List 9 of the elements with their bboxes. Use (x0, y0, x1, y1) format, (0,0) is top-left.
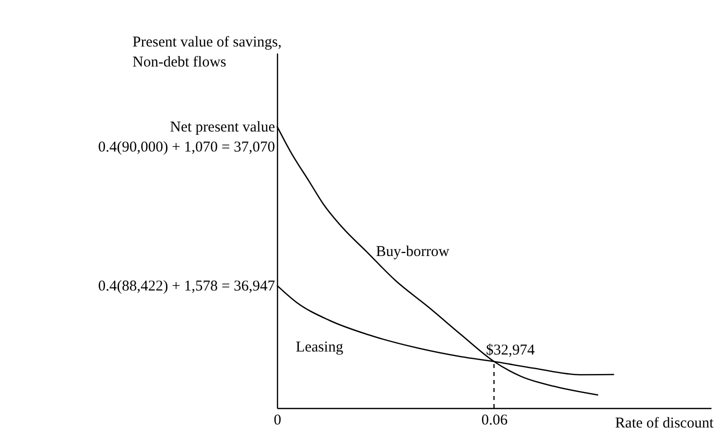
series-label: Buy-borrow (376, 244, 450, 260)
annotation: $32,974 (486, 342, 536, 359)
series-label: Leasing (296, 339, 344, 356)
x-tick-label: 0.06 (481, 412, 508, 428)
y-axis-title: Present value of savings, Non-debt flows (132, 34, 282, 70)
text: Net present value 0.4(90,000) + 1,070 = 37,070 (98, 119, 276, 156)
x-tick-label: 0 (274, 412, 282, 428)
text: 0.4(88,422) + 1,578 = 36,947 (98, 278, 276, 294)
x-axis-title: Rate of discount (615, 416, 714, 432)
